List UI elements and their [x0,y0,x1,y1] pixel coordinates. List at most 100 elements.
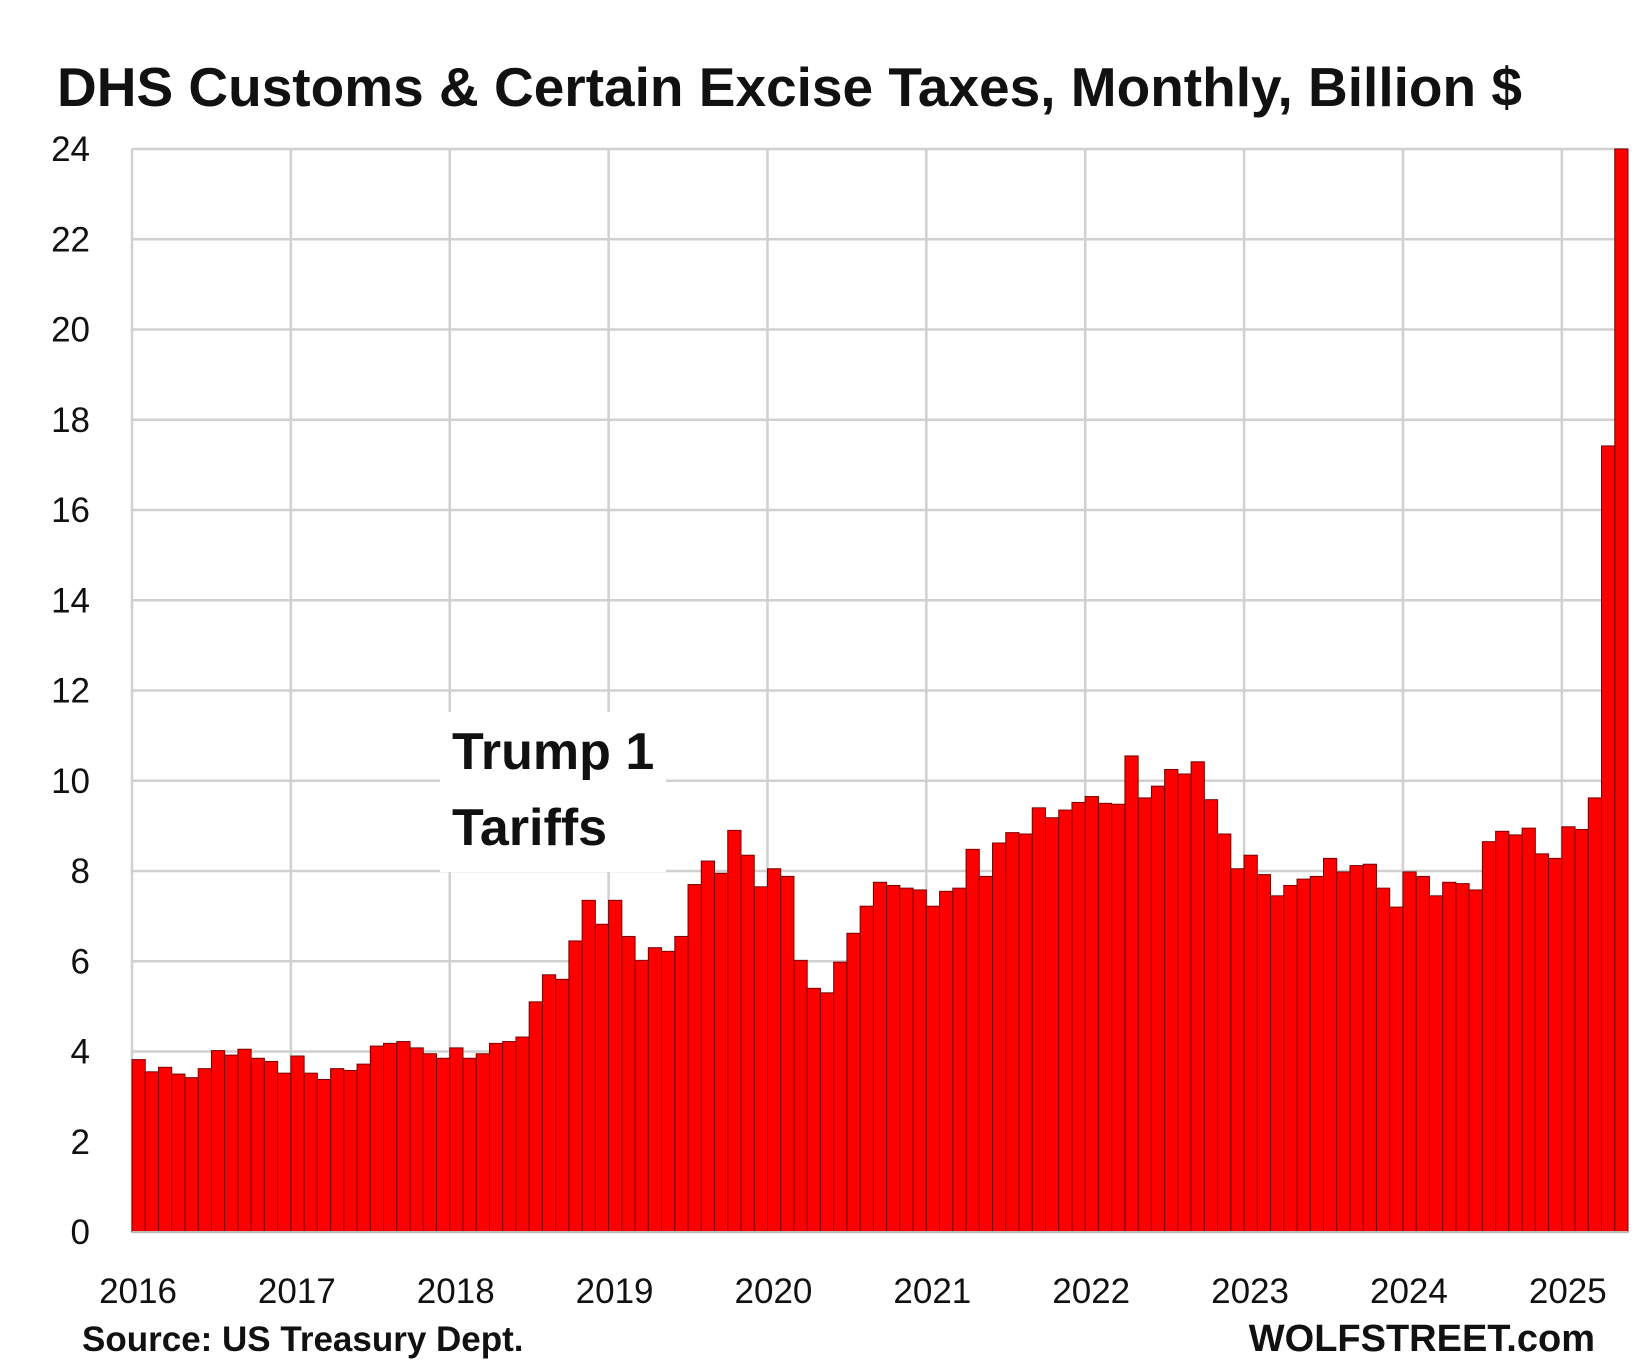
bar [727,829,742,1233]
x-tick-label: 2023 [1211,1272,1289,1311]
x-tick-label: 2025 [1529,1272,1607,1311]
x-tick-label: 2016 [99,1272,177,1311]
y-tick-label: 20 [51,311,90,350]
bar [872,881,888,1233]
bar [528,1001,543,1233]
bar [1005,832,1020,1233]
bar [687,884,702,1233]
bar [992,842,1007,1233]
y-tick-label: 8 [71,852,90,891]
bar [224,1054,239,1233]
bar [819,992,835,1233]
x-tick-label: 2022 [1052,1272,1130,1311]
bar [661,950,676,1233]
x-tick-label: 2019 [576,1272,654,1311]
bar [952,887,967,1233]
bar [1256,874,1272,1233]
bar [766,868,782,1233]
y-tick-label: 18 [51,401,90,440]
bar [1243,854,1258,1233]
bar [1309,875,1325,1233]
bar [303,1072,318,1233]
bar [608,899,623,1233]
bar [1336,871,1351,1233]
bar [369,1045,385,1233]
source-note: Source: US Treasury Dept. [82,1320,524,1359]
bar [925,905,941,1233]
bar [1058,809,1073,1233]
y-tick-label: 4 [71,1033,90,1072]
bar [1044,817,1060,1233]
bar [1164,768,1179,1233]
bar [1561,826,1576,1233]
bar [515,1036,530,1233]
bar [1402,871,1417,1233]
bar [1389,906,1404,1233]
bar [462,1057,477,1233]
bar [277,1072,292,1233]
bar [965,848,980,1233]
bar [899,887,914,1233]
bar [1375,887,1391,1233]
bar [780,875,795,1233]
bar [449,1047,464,1233]
bar [886,884,901,1233]
bar [1495,830,1510,1233]
bar [1230,868,1245,1233]
bar [383,1042,398,1233]
bar [1587,797,1603,1233]
bar [237,1048,252,1233]
bar [422,1053,438,1233]
y-tick-label: 22 [51,220,90,259]
bar [1534,853,1550,1233]
bar [488,1042,504,1233]
x-tick-label: 2024 [1370,1272,1448,1311]
bar [1111,803,1126,1233]
bar [409,1047,424,1233]
bar [475,1053,490,1233]
bar [1521,827,1536,1233]
bar [316,1078,332,1233]
y-tick-label: 12 [51,672,90,711]
bar [157,1066,173,1233]
bar [647,947,663,1233]
bar [833,961,848,1233]
bar [621,935,636,1233]
bar [1323,857,1338,1233]
bar [1548,857,1563,1233]
bar [171,1073,186,1233]
bar [859,905,874,1233]
bar [330,1068,345,1233]
x-axis: 2016 2017 2018 2019 2020 2021 2022 2023 2024 2025 [99,1231,1628,1311]
bar [184,1077,199,1233]
bar [1296,878,1311,1233]
bar [581,899,596,1233]
bar [1601,445,1616,1233]
bar [1270,895,1285,1233]
bar [714,872,729,1233]
bar [674,935,689,1233]
bar [700,860,716,1233]
y-tick-label: 0 [71,1213,90,1252]
bar [568,940,583,1233]
bar [1124,755,1139,1233]
bar [1084,796,1099,1233]
bar [1137,797,1152,1233]
y-tick-label: 16 [51,491,90,530]
trump-tariffs-annotation: Trump 1 Tariffs [440,712,667,872]
x-tick-label: 2021 [893,1272,971,1311]
bar [1190,761,1205,1233]
bar [1018,833,1033,1233]
bar [1415,875,1430,1233]
bar [1071,801,1086,1233]
bar [1177,773,1192,1233]
bar [1481,841,1497,1233]
bar [912,889,927,1233]
bar [290,1055,305,1233]
bar [263,1060,279,1233]
bar [210,1050,226,1233]
bar [1362,863,1377,1233]
bar [144,1071,159,1233]
bar [1442,881,1457,1233]
